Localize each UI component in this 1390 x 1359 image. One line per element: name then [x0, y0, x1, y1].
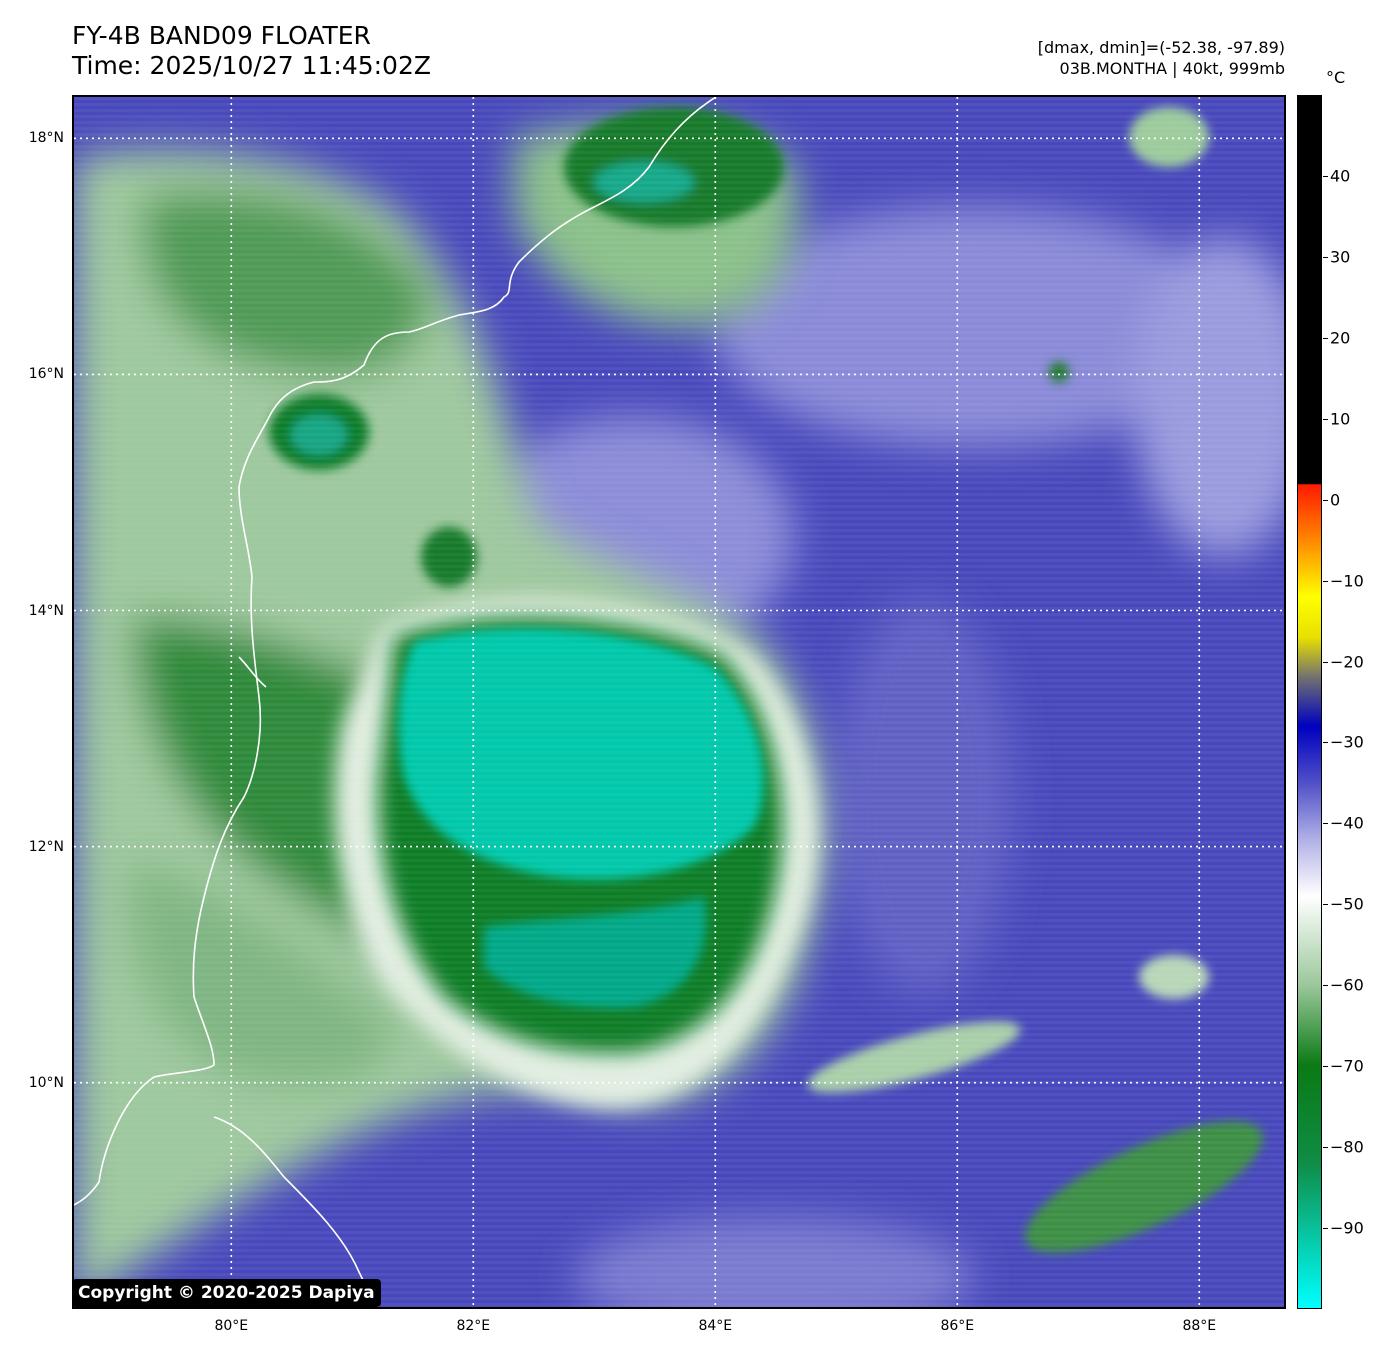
colorbar-tick-label: −80: [1330, 1137, 1364, 1157]
colorbar-tick: [1323, 256, 1328, 258]
colorbar-unit: °C: [1326, 68, 1346, 87]
lat-tick-label: 18°N: [28, 130, 64, 147]
copyright-notice: Copyright © 2020-2025 Dapiya: [72, 1279, 381, 1307]
lon-tick-label: 86°E: [940, 1318, 975, 1334]
lat-tick-label: 12°N: [28, 838, 64, 855]
map-title: FY-4B BAND09 FLOATER: [72, 21, 371, 50]
colorbar-tick-label: 30: [1330, 247, 1351, 267]
satellite-map: [72, 95, 1286, 1309]
colorbar-tick: [1323, 580, 1328, 582]
colorbar: [1297, 95, 1322, 1309]
colorbar-tick-label: −20: [1330, 652, 1364, 672]
gridlines: [74, 97, 1284, 1307]
map-time: Time: 2025/10/27 11:45:02Z: [72, 51, 431, 80]
lon-tick-label: 84°E: [698, 1318, 733, 1334]
lat-tick-label: 16°N: [28, 366, 64, 383]
colorbar-tick-label: −10: [1330, 571, 1364, 591]
colorbar-tick-label: −40: [1330, 813, 1364, 833]
colorbar-tick: [1323, 985, 1328, 987]
colorbar-tick-label: 20: [1330, 328, 1351, 348]
colorbar-tick-label: −70: [1330, 1056, 1364, 1076]
lon-tick-label: 80°E: [214, 1318, 249, 1334]
colorbar-tick: [1323, 175, 1328, 177]
value-range: [dmax, dmin]=(-52.38, -97.89): [1037, 38, 1285, 57]
colorbar-tick: [1323, 823, 1328, 825]
colorbar-tick-label: −90: [1330, 1218, 1364, 1238]
colorbar-tick: [1323, 1147, 1328, 1149]
colorbar-tick: [1323, 418, 1328, 420]
colorbar-tick-label: −50: [1330, 894, 1364, 914]
colorbar-tick-label: −60: [1330, 975, 1364, 995]
colorbar-tick: [1323, 904, 1328, 906]
colorbar-tick: [1323, 1228, 1328, 1230]
colorbar-tick-label: 0: [1330, 490, 1341, 510]
colorbar-tick: [1323, 742, 1328, 744]
colorbar-tick: [1323, 661, 1328, 663]
colorbar-tick-label: 40: [1330, 166, 1351, 186]
lon-tick-label: 88°E: [1182, 1318, 1217, 1334]
lat-tick-label: 10°N: [28, 1074, 64, 1091]
colorbar-tick: [1323, 499, 1328, 501]
colorbar-tick-label: 10: [1330, 409, 1351, 429]
colorbar-tick: [1323, 337, 1328, 339]
colorbar-tick-label: −30: [1330, 732, 1364, 752]
lat-tick-label: 14°N: [28, 602, 64, 619]
lon-tick-label: 82°E: [456, 1318, 491, 1334]
storm-info: 03B.MONTHA | 40kt, 999mb: [1059, 59, 1285, 78]
colorbar-tick: [1323, 1066, 1328, 1068]
